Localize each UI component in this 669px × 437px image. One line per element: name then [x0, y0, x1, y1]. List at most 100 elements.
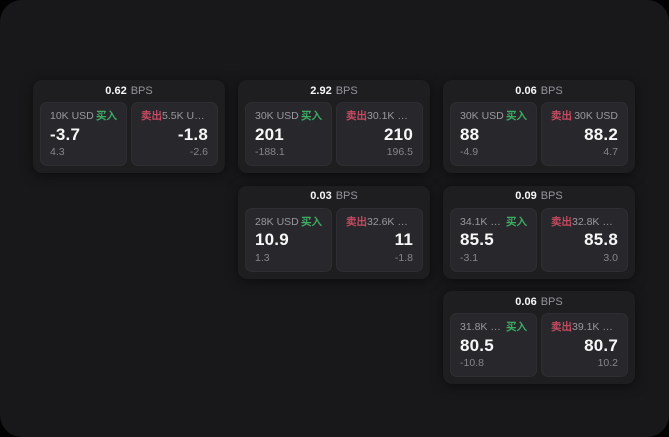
sell-price: 88.2	[584, 124, 618, 144]
sell-amount: 30K USD	[574, 110, 618, 122]
buy-delta: 4.3	[50, 146, 65, 159]
buy-side-label: 买入	[301, 110, 322, 122]
bps-header: 0.62 BPS	[40, 80, 218, 102]
bps-value: 0.06	[515, 295, 537, 308]
sell-side-label: 卖出	[141, 110, 162, 122]
sell-panel[interactable]: 卖出 32.6K USD 11 -1.8	[336, 207, 423, 272]
sell-panel[interactable]: 卖出 30.1K USD 210 196.5	[336, 102, 423, 166]
sell-side-label: 卖出	[346, 215, 367, 228]
buy-side-label: 买入	[301, 215, 322, 228]
sell-delta: 4.7	[603, 146, 618, 159]
buy-sell-panels: 34.1K USD 买入 85.5 -3.1 卖出 32.8K USD 85.8…	[450, 207, 628, 272]
quote-card: 0.06 BPS 30K USD 买入 88 -4.9 卖出 30K USD	[443, 80, 635, 173]
sell-amount: 32.6K USD	[367, 215, 413, 228]
bps-header: 2.92 BPS	[245, 80, 423, 102]
buy-amount: 30K USD	[255, 110, 299, 122]
bps-value: 2.92	[310, 84, 332, 97]
buy-price: 88	[460, 124, 480, 144]
sell-panel[interactable]: 卖出 39.1K USD 80.7 10.2	[541, 313, 628, 377]
buy-sell-panels: 30K USD 买入 88 -4.9 卖出 30K USD 88.2 4.7	[450, 102, 628, 166]
buy-amount: 30K USD	[460, 110, 504, 122]
bps-header: 0.03 BPS	[245, 186, 423, 208]
bps-value: 0.09	[515, 190, 537, 202]
buy-panel-header: 30K USD 买入	[460, 110, 527, 123]
sell-side-label: 卖出	[551, 321, 572, 333]
sell-side-label: 卖出	[551, 110, 572, 122]
sell-amount: 5.5K USD	[162, 110, 208, 122]
buy-panel-header: 28K USD 买入	[255, 216, 322, 229]
sell-side-label: 卖出	[346, 110, 367, 122]
sell-price: 85.8	[584, 230, 618, 250]
buy-side-label: 买入	[506, 215, 527, 228]
buy-price: 85.5	[460, 230, 494, 250]
sell-panel-header: 卖出 30.1K USD	[346, 110, 413, 123]
quote-card: 0.09 BPS 34.1K USD 买入 85.5 -3.1 卖出 32.8K…	[443, 185, 635, 279]
sell-panel-header: 卖出 5.5K USD	[141, 110, 208, 123]
bps-unit-label: BPS	[540, 84, 563, 97]
sell-price: -1.8	[177, 124, 208, 144]
buy-panel-header: 31.8K USD 买入	[460, 321, 527, 334]
sell-panel[interactable]: 卖出 32.8K USD 85.8 3.0	[541, 207, 628, 272]
sell-delta: -2.6	[189, 146, 208, 159]
bps-header: 0.06 BPS	[450, 80, 628, 102]
sell-amount: 39.1K USD	[572, 321, 618, 333]
sell-panel[interactable]: 卖出 30K USD 88.2 4.7	[541, 102, 628, 166]
bps-unit-label: BPS	[540, 190, 563, 202]
quote-card-grid: 0.62 BPS 10K USD 买入 -3.7 4.3 卖出 5.5K USD	[33, 80, 635, 384]
buy-panel[interactable]: 30K USD 买入 201 -188.1	[245, 102, 332, 166]
quote-card: 0.06 BPS 31.8K USD 买入 80.5 -10.8 卖出 39.1…	[443, 291, 635, 384]
buy-delta: -3.1	[460, 251, 479, 264]
buy-delta: 1.3	[255, 251, 270, 264]
buy-price: 201	[255, 124, 284, 144]
quote-card: 0.03 BPS 28K USD 买入 10.9 1.3 卖出 32.6K US…	[238, 185, 430, 279]
buy-amount: 28K USD	[255, 215, 299, 228]
bps-unit-label: BPS	[130, 84, 153, 97]
sell-delta: -1.8	[394, 251, 413, 264]
sell-panel-header: 卖出 39.1K USD	[551, 321, 618, 334]
buy-panel[interactable]: 31.8K USD 买入 80.5 -10.8	[450, 313, 537, 377]
buy-delta: -188.1	[255, 146, 285, 159]
sell-panel-header: 卖出 30K USD	[551, 110, 618, 123]
buy-panel[interactable]: 28K USD 买入 10.9 1.3	[245, 207, 332, 272]
bps-value: 0.03	[310, 190, 332, 202]
sell-panel[interactable]: 卖出 5.5K USD -1.8 -2.6	[131, 102, 218, 166]
buy-sell-panels: 28K USD 买入 10.9 1.3 卖出 32.6K USD 11 -1.8	[245, 207, 423, 272]
sell-side-label: 卖出	[551, 215, 572, 228]
buy-sell-panels: 31.8K USD 买入 80.5 -10.8 卖出 39.1K USD 80.…	[450, 313, 628, 377]
buy-panel-header: 34.1K USD 买入	[460, 216, 527, 229]
quote-card: 2.92 BPS 30K USD 买入 201 -188.1 卖出 30.1K …	[238, 80, 430, 173]
sell-price: 80.7	[584, 335, 618, 355]
bps-value: 0.62	[105, 84, 127, 97]
buy-panel-header: 30K USD 买入	[255, 110, 322, 123]
buy-panel[interactable]: 34.1K USD 买入 85.5 -3.1	[450, 207, 537, 272]
buy-price: -3.7	[50, 124, 81, 144]
buy-amount: 10K USD	[50, 110, 94, 122]
buy-price: 10.9	[255, 230, 289, 250]
buy-side-label: 买入	[506, 110, 527, 122]
buy-panel[interactable]: 10K USD 买入 -3.7 4.3	[40, 102, 127, 166]
bps-value: 0.06	[515, 84, 537, 97]
buy-panel-header: 10K USD 买入	[50, 110, 117, 123]
sell-delta: 3.0	[603, 251, 618, 264]
buy-delta: -10.8	[460, 357, 484, 370]
buy-amount: 31.8K USD	[460, 321, 506, 333]
buy-delta: -4.9	[460, 146, 479, 159]
bps-header: 0.09 BPS	[450, 186, 628, 208]
bps-unit-label: BPS	[335, 84, 358, 97]
sell-delta: 196.5	[386, 146, 413, 159]
sell-delta: 10.2	[597, 357, 618, 370]
sell-amount: 30.1K USD	[367, 110, 413, 122]
sell-price: 210	[384, 124, 413, 144]
buy-sell-panels: 10K USD 买入 -3.7 4.3 卖出 5.5K USD -1.8 -2.…	[40, 102, 218, 166]
buy-price: 80.5	[460, 335, 494, 355]
buy-panel[interactable]: 30K USD 买入 88 -4.9	[450, 102, 537, 166]
bps-unit-label: BPS	[540, 295, 563, 308]
sell-panel-header: 卖出 32.8K USD	[551, 216, 618, 229]
buy-amount: 34.1K USD	[460, 215, 506, 228]
sell-price: 11	[394, 230, 413, 250]
quote-card: 0.62 BPS 10K USD 买入 -3.7 4.3 卖出 5.5K USD	[33, 80, 225, 173]
sell-amount: 32.8K USD	[572, 215, 618, 228]
buy-sell-panels: 30K USD 买入 201 -188.1 卖出 30.1K USD 210 1…	[245, 102, 423, 166]
bps-unit-label: BPS	[335, 190, 358, 202]
